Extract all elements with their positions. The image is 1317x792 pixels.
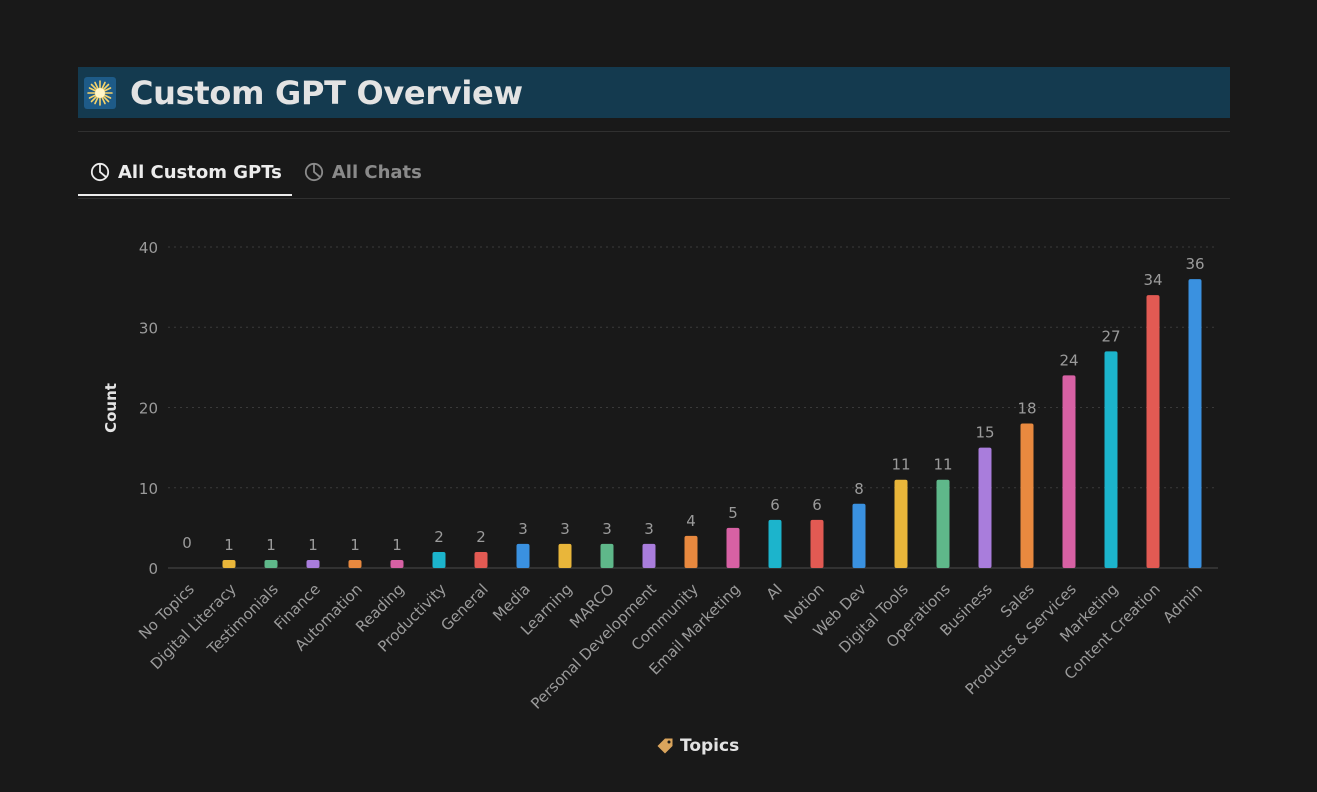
tag-icon [657,738,673,754]
data-label: 1 [266,536,276,554]
y-tick-label: 30 [139,319,158,337]
data-label: 15 [975,424,994,442]
x-tick-label: Admin [1159,580,1206,627]
data-label: 3 [644,520,654,538]
bar [1104,351,1118,568]
data-label: 6 [770,496,780,514]
bar [726,527,740,568]
bar [558,543,572,568]
y-tick-label: 0 [148,560,158,578]
bar [1020,423,1034,568]
data-label: 0 [182,534,192,552]
data-label: 3 [602,520,612,538]
data-label: 11 [891,456,910,474]
bar [978,447,992,568]
x-tick-label: General [437,580,492,635]
x-axis-title-label: Topics [680,736,740,756]
tab-all-chats[interactable]: All Chats [292,150,432,194]
x-axis-title: Topics [656,736,739,756]
tabs-divider [78,198,1230,199]
y-axis-title: Count [102,383,120,433]
data-label: 1 [224,536,234,554]
data-label: 27 [1101,327,1120,345]
bar [348,559,362,568]
bar [474,551,488,568]
bar [306,559,320,568]
tab-label: All Chats [331,161,422,183]
bar [1188,279,1202,568]
y-tick-label: 20 [139,400,158,418]
bar [684,535,698,568]
bar [810,519,824,568]
bar [936,479,950,568]
data-label: 6 [812,496,822,514]
pie-chart-icon [90,162,110,182]
page-title-bar: Custom GPT Overview [78,67,1230,118]
bar [432,551,446,568]
tab-all-custom-gpts[interactable]: All Custom GPTs [78,150,292,196]
bar [222,559,236,568]
data-label: 8 [854,480,864,498]
bar [894,479,908,568]
data-label: 1 [350,536,360,554]
bar [1146,295,1160,568]
data-label: 34 [1143,271,1162,289]
bar [768,519,782,568]
pie-chart-icon [304,162,323,182]
data-label: 24 [1059,351,1078,369]
data-label: 36 [1185,255,1204,273]
tab-label: All Custom GPTs [118,161,282,183]
data-label: 2 [476,528,486,546]
bar [852,503,866,568]
sparkle-icon [84,76,116,109]
data-label: 4 [686,512,696,530]
bar [264,559,278,568]
data-label: 11 [933,456,952,474]
bar [1062,375,1076,568]
bar [600,543,614,568]
data-label: 5 [728,504,738,522]
view-tabs: All Custom GPTs All Chats [78,150,432,198]
data-label: 1 [392,536,402,554]
page-title: Custom GPT Overview [130,73,523,112]
data-label: 2 [434,528,444,546]
bar [642,543,656,568]
data-label: 3 [560,520,570,538]
bar [516,543,530,568]
data-label: 3 [518,520,528,538]
x-tick-label: AI [763,580,786,603]
data-label: 1 [308,536,318,554]
title-divider [78,131,1230,132]
data-label: 18 [1017,400,1036,418]
y-tick-label: 40 [139,239,158,257]
bar [390,559,404,568]
y-tick-label: 10 [139,480,158,498]
